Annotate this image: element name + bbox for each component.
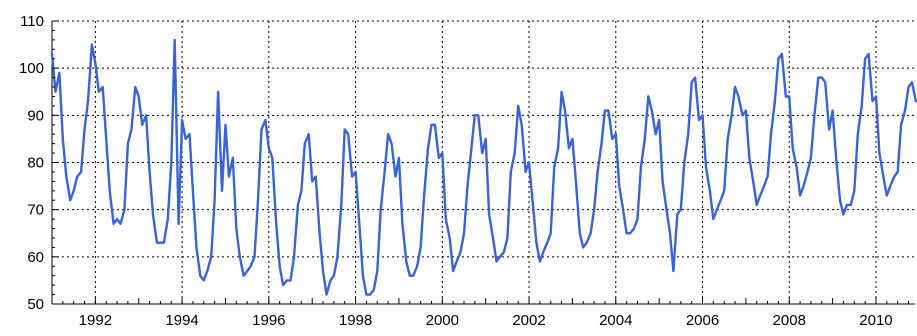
x-tick-label: 1996 bbox=[252, 312, 285, 329]
tick-layer bbox=[51, 20, 909, 305]
x-tick-label: 1992 bbox=[79, 312, 112, 329]
x-tick-label: 2002 bbox=[512, 312, 545, 329]
y-tick-label: 50 bbox=[27, 296, 44, 313]
x-tick-label: 1998 bbox=[339, 312, 372, 329]
y-tick-label: 90 bbox=[27, 107, 44, 124]
series-layer bbox=[50, 38, 917, 296]
y-tick-label: 110 bbox=[20, 13, 44, 30]
y-tick-label: 80 bbox=[27, 155, 44, 172]
x-tick-label: 2010 bbox=[859, 312, 892, 329]
y-tick-label: 100 bbox=[19, 60, 44, 77]
y-tick-label: 70 bbox=[27, 202, 44, 219]
x-tick-label: 2000 bbox=[426, 312, 459, 329]
x-tick-label: 2004 bbox=[599, 312, 632, 329]
x-tick-label: 2006 bbox=[686, 312, 719, 329]
y-tick-label: 60 bbox=[27, 249, 44, 266]
series-line-0 bbox=[50, 38, 917, 296]
x-tick-label: 1994 bbox=[165, 312, 198, 329]
x-tick-label: 2008 bbox=[773, 312, 806, 329]
tick-label-layer: 50 60 70 80 90 100 110 1992 1994 1996 1998 2000 2002… bbox=[19, 13, 893, 329]
